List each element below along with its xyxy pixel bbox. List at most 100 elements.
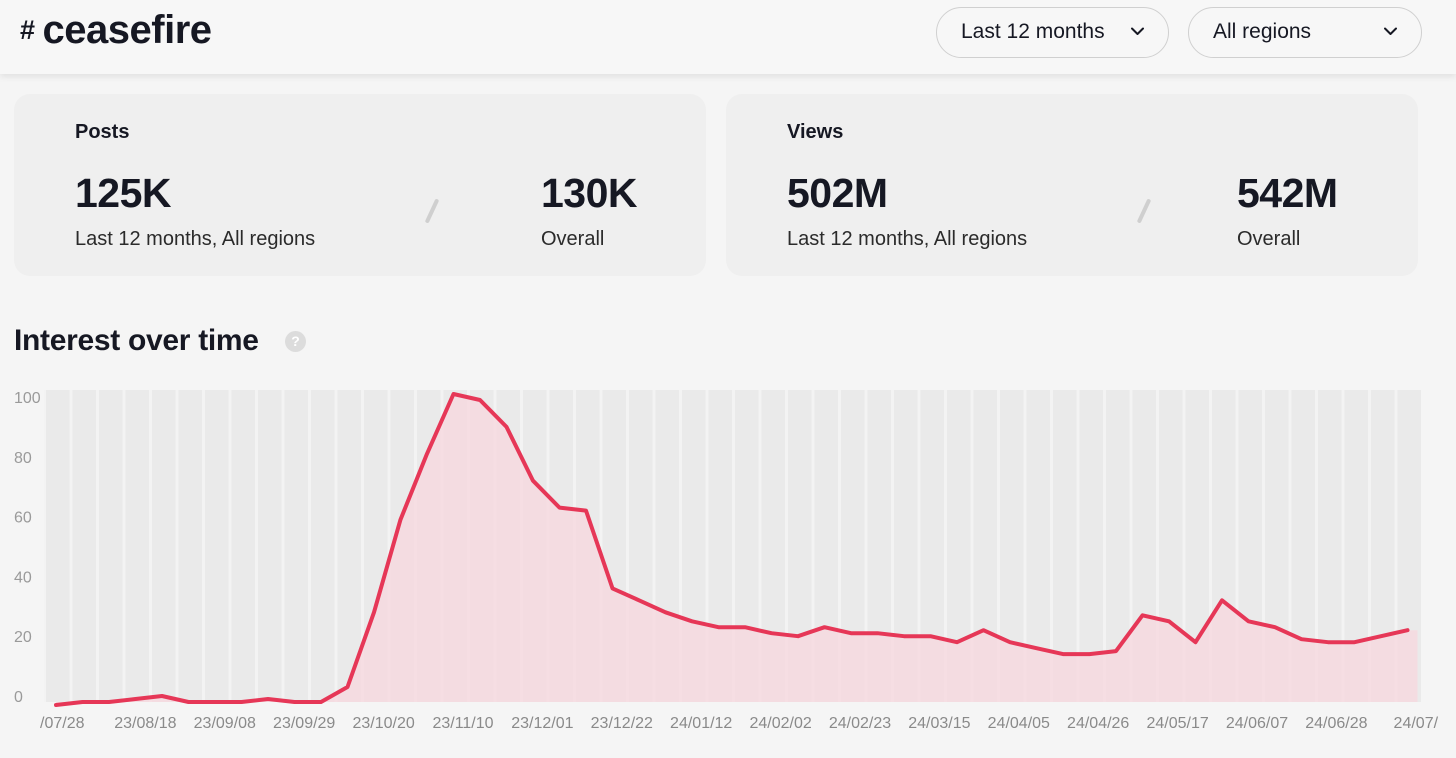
- data-point: [1035, 646, 1038, 650]
- data-point: [1326, 640, 1330, 644]
- data-point: [558, 506, 561, 510]
- data-point: [1353, 640, 1356, 644]
- grid-stripe: [1371, 390, 1395, 702]
- data-point: [531, 479, 535, 483]
- data-point: [1167, 619, 1171, 623]
- data-point: [637, 598, 641, 602]
- region-label: All regions: [1213, 20, 1312, 43]
- grid-stripe: [72, 390, 96, 702]
- x-tick-label: 23/09/29: [273, 715, 335, 732]
- divider-slash: [1136, 198, 1152, 224]
- divider-slash: [424, 198, 440, 224]
- data-point: [134, 697, 137, 701]
- data-point: [1008, 640, 1012, 644]
- region-dropdown[interactable]: All regions: [1188, 7, 1422, 58]
- data-point: [982, 628, 985, 632]
- data-point: [1088, 652, 1091, 656]
- data-point: [1273, 625, 1277, 629]
- grid-stripe: [1291, 390, 1315, 702]
- grid-stripe: [1344, 390, 1368, 702]
- x-tick-label: 23/12/01: [511, 715, 573, 732]
- time-range-label: Last 12 months: [961, 20, 1105, 43]
- data-point: [107, 700, 111, 704]
- x-tick-label: 24/02/02: [749, 715, 811, 732]
- data-point: [160, 694, 164, 698]
- grid-stripe: [708, 390, 732, 702]
- data-point: [849, 631, 853, 635]
- grid-stripe: [814, 390, 838, 702]
- data-point: [319, 700, 323, 704]
- data-point: [478, 398, 482, 402]
- grid-stripe: [1000, 390, 1024, 702]
- help-icon[interactable]: ?: [285, 331, 306, 352]
- grid-stripe: [894, 390, 918, 702]
- data-point: [1247, 619, 1250, 623]
- x-tick-label: 24/07/: [1394, 715, 1439, 732]
- views-period-value: 502M: [787, 170, 888, 216]
- grid-stripe: [284, 390, 308, 702]
- posts-label: Posts: [75, 121, 130, 143]
- x-tick-label: 24/04/05: [988, 715, 1050, 732]
- grid-stripe: [178, 390, 202, 702]
- data-point: [1061, 652, 1065, 656]
- header-bar: # ceasefire Last 12 months All regions: [0, 0, 1456, 74]
- data-point: [1141, 613, 1144, 617]
- data-point: [1114, 649, 1118, 653]
- grid-stripe: [1265, 390, 1289, 702]
- data-point: [955, 640, 959, 644]
- data-point: [823, 625, 826, 629]
- x-tick-label: 23/10/20: [352, 715, 414, 732]
- data-point: [213, 700, 217, 704]
- grid-stripe: [1106, 390, 1130, 702]
- y-tick-label: 40: [14, 569, 32, 586]
- data-point: [1300, 637, 1303, 641]
- data-point: [929, 634, 932, 638]
- x-tick-label: 23/11/10: [432, 715, 493, 732]
- x-tick-label: 23/08/18: [114, 715, 176, 732]
- chevron-down-icon: [1131, 27, 1144, 35]
- grid-stripe: [337, 390, 361, 702]
- data-point: [902, 634, 906, 638]
- data-point: [187, 700, 190, 704]
- time-range-dropdown[interactable]: Last 12 months: [936, 7, 1169, 58]
- data-point: [611, 586, 614, 590]
- y-tick-label: 0: [14, 689, 23, 706]
- data-point: [584, 509, 588, 513]
- hash-icon: #: [20, 15, 35, 45]
- grid-stripe: [125, 390, 149, 702]
- data-point: [293, 700, 296, 704]
- data-point: [81, 700, 84, 704]
- views-overall-value: 542M: [1237, 170, 1338, 216]
- data-point: [1220, 598, 1224, 602]
- posts-card: Posts 125K Last 12 months, All regions 1…: [14, 94, 706, 276]
- data-point: [717, 625, 720, 629]
- x-tick-label: /07/28: [40, 715, 85, 732]
- grid-stripe: [1079, 390, 1103, 702]
- x-tick-label: 23/12/22: [591, 715, 653, 732]
- data-point: [770, 631, 773, 635]
- data-point: [346, 685, 349, 689]
- grid-stripe: [920, 390, 944, 702]
- data-point: [1194, 640, 1197, 644]
- y-tick-label: 100: [14, 390, 41, 407]
- grid-stripe: [99, 390, 123, 702]
- data-point: [505, 425, 508, 429]
- grid-stripe: [973, 390, 997, 702]
- grid-stripe: [867, 390, 891, 702]
- data-point: [664, 610, 667, 614]
- grid-stripe: [1026, 390, 1050, 702]
- data-point: [372, 610, 376, 614]
- data-point: [1379, 634, 1383, 638]
- chevron-down-icon: [1384, 27, 1397, 35]
- data-point: [54, 703, 58, 707]
- grid-stripe: [761, 390, 785, 702]
- series-area: [56, 394, 1418, 705]
- grid-stripe: [311, 390, 335, 702]
- grid-stripe: [231, 390, 255, 702]
- data-point: [1406, 628, 1409, 632]
- interest-chart: 0 20 40 60 80 100/07/28 23/08/18 23/09/08 23/09/…: [14, 390, 1439, 732]
- hashtag-title: # ceasefire: [20, 8, 212, 53]
- data-point: [399, 518, 402, 522]
- posts-period-caption: Last 12 months, All regions: [75, 228, 316, 250]
- views-label: Views: [787, 121, 844, 143]
